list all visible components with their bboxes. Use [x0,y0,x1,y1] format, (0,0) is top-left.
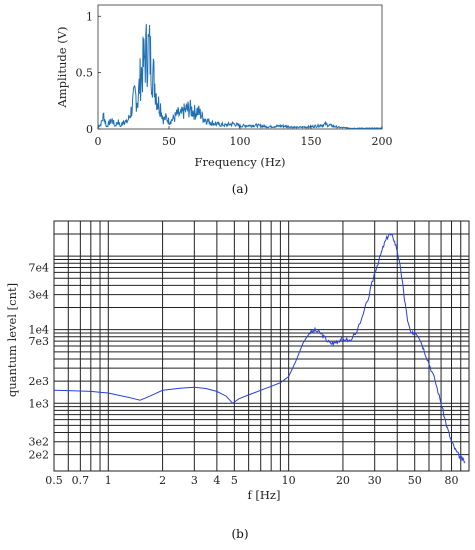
chart-a-xtick-label: 100 [230,135,251,148]
chart-b-series-line [53,232,466,464]
chart-b-grid [53,220,469,471]
chart-b-xtick-label: 10 [282,474,296,487]
chart-a-yticks: 00.51 [76,10,101,136]
chart-b-ytick-label: 1e3 [28,397,49,410]
chart-b-xtick-label: 4 [213,474,220,487]
caption-a: (a) [232,182,249,196]
chart-a-xlabel: Frequency (Hz) [195,155,286,169]
chart-b-ytick-label: 7e3 [28,335,49,348]
chart-b-xtick-label: 80 [445,474,459,487]
chart-b-ytick-label: 3e4 [28,289,49,302]
chart-b-ytick-label: 2e3 [28,375,49,388]
chart-b-ylabel: quantum level [cnt] [5,283,19,397]
chart-a-xtick-label: 50 [162,135,176,148]
chart-b-xticks: 0.5 0.7 1 2 3 4 5 10 20 30 50 80 [45,474,458,487]
chart-b-ytick-label: 2e2 [28,449,49,462]
chart-b-xtick-label: 2 [159,474,166,487]
chart-a-xticks: 0 50 100 150 200 [95,126,393,148]
chart-a-ytick-label: 0.5 [76,67,94,80]
chart-b-ytick-label: 3e2 [28,436,49,449]
chart-b-xtick-label: 20 [336,474,350,487]
chart-a-xtick-label: 200 [372,135,393,148]
chart-a-ytick-label: 1 [86,10,93,23]
chart-b-xtick-label: 0.7 [72,474,90,487]
chart-a-series-line [97,23,383,130]
chart-b-xtick-label: 1 [105,474,112,487]
caption-b: (b) [231,527,248,541]
chart-b-xlabel: f [Hz] [248,488,281,502]
chart-a-ytick-label: 0 [86,123,93,136]
chart-b-xtick-label: 50 [408,474,422,487]
chart-b-xtick-label: 30 [368,474,382,487]
chart-b-xtick-label: 5 [231,474,238,487]
chart-b-xtick-label: 3 [191,474,198,487]
chart-a-ylabel: Amplitude (V) [55,26,69,108]
chart-a-xtick-label: 0 [95,135,102,148]
chart-b-ytick-label: 1e4 [28,324,49,337]
chart-a: 0 50 100 150 200 00.51 Frequency (Hz) Amplit… [55,4,393,196]
chart-a-xtick-label: 150 [301,135,322,148]
chart-b-ytick-label: 7e4 [28,262,49,275]
chart-b-xtick-label: 0.5 [45,474,63,487]
